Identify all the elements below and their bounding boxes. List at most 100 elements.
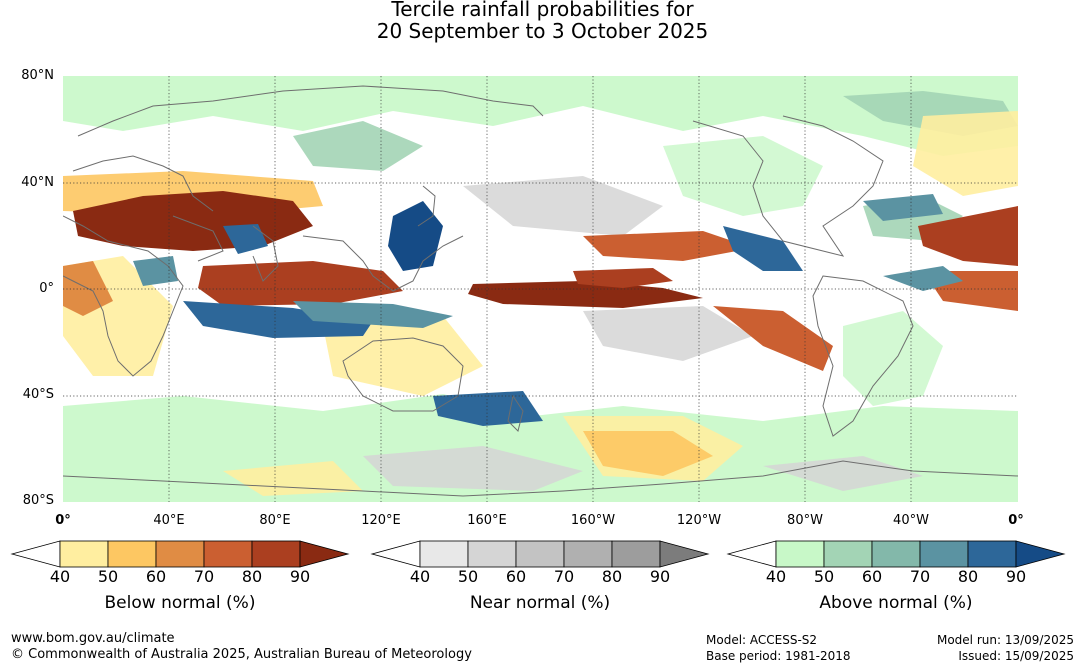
colorbar-segment	[107, 540, 157, 568]
coastline-arabia	[172, 215, 224, 262]
colorbar-tick-label: 70	[553, 567, 575, 586]
colorbar-extend-high	[659, 540, 710, 568]
lon-label-40w: 40°W	[893, 513, 929, 528]
colorbar-segment	[59, 540, 109, 568]
coastline-new-zealand	[507, 394, 524, 432]
colorbar-tick-label: 40	[409, 567, 431, 586]
colorbar-segment	[467, 540, 517, 568]
above-normal-strong-region	[183, 301, 373, 338]
coastline-antarctica	[63, 460, 1018, 497]
coastline-north-america	[692, 115, 884, 257]
below-normal-strong-region	[583, 231, 753, 261]
colorbar-tick-label: 60	[505, 567, 527, 586]
colorbar-below-normal	[10, 540, 350, 568]
footer-model: Model: ACCESS-S2	[706, 633, 818, 647]
near-normal-region	[763, 456, 923, 491]
colorbar-graphic	[726, 540, 1066, 568]
colorbar-tick-label: 80	[601, 567, 623, 586]
colorbar-tick-label: 90	[649, 567, 671, 586]
colorbar-near-normal	[370, 540, 710, 568]
colorbar-title-below-normal: Below normal (%)	[104, 593, 256, 613]
lon-label-120w: 120°W	[676, 513, 722, 528]
lat-label-40s: 40°S	[22, 387, 54, 402]
colorbar-tick-label: 90	[1005, 567, 1027, 586]
above-normal-strong-region	[223, 224, 268, 254]
coastline-eurasia	[77, 85, 544, 137]
above-normal-strong-region	[883, 266, 963, 291]
colorbar-segment	[203, 540, 253, 568]
colorbar-segment	[155, 540, 205, 568]
colorbar-segment	[419, 540, 469, 568]
below-normal-strong-region	[573, 268, 673, 288]
colorbar-segment	[967, 540, 1017, 568]
near-normal-region	[583, 306, 753, 361]
footer-website[interactable]: www.bom.gov.au/climate	[11, 631, 175, 646]
colorbar-tick-label: 40	[765, 567, 787, 586]
colorbar-segment	[251, 540, 301, 568]
colorbar-segment	[871, 540, 921, 568]
colorbar-tick-label: 70	[909, 567, 931, 586]
below-normal-region	[223, 461, 363, 496]
above-normal-region	[843, 311, 943, 406]
above-normal-strong-region	[133, 256, 178, 286]
below-normal-strong-region	[198, 261, 403, 306]
coastline-japan	[417, 185, 436, 227]
colorbar-title-above-normal: Above normal (%)	[819, 593, 973, 613]
near-normal-region	[463, 176, 663, 236]
below-normal-region	[913, 111, 1018, 196]
near-normal-region	[363, 446, 583, 491]
coastlines	[63, 85, 1018, 497]
lon-label-0: 0°	[55, 513, 71, 528]
probability-fields	[63, 76, 1018, 502]
colorbar-graphic	[10, 540, 350, 568]
colorbar-extend-high	[1015, 540, 1066, 568]
colorbar-segment	[515, 540, 565, 568]
above-normal-region	[663, 136, 823, 216]
colorbar-segment	[775, 540, 825, 568]
above-normal-region	[63, 76, 1018, 156]
colorbar-tick-label: 60	[145, 567, 167, 586]
colorbar-tick-label: 60	[861, 567, 883, 586]
footer-issued: Issued: 15/09/2025	[958, 649, 1074, 663]
graticule	[63, 76, 1018, 502]
colorbar-tick-label: 70	[193, 567, 215, 586]
coastline-africa	[63, 215, 184, 377]
lon-label-120e: 120°E	[361, 513, 401, 528]
colorbar-segment	[823, 540, 873, 568]
footer-model-run: Model run: 13/09/2025	[936, 633, 1074, 647]
lon-label-40e: 40°E	[153, 513, 185, 528]
colorbar-extend-low	[10, 540, 61, 568]
colorbar-tick-label: 50	[97, 567, 119, 586]
footer-base-period: Base period: 1981-2018	[706, 649, 851, 663]
map-title-line-1: Tercile rainfall probabilities for	[391, 0, 694, 21]
colorbar-segment	[611, 540, 661, 568]
coastline-europe	[72, 155, 214, 212]
above-normal-strong-region	[863, 194, 943, 221]
colorbar-extend-low	[370, 540, 421, 568]
below-normal-region	[583, 431, 713, 476]
above-normal-strong-region	[723, 226, 803, 271]
rainfall-probability-map	[63, 76, 1018, 502]
colorbar-tick-label: 80	[957, 567, 979, 586]
colorbar-segment	[563, 540, 613, 568]
colorbar-tick-label: 40	[49, 567, 71, 586]
colorbar-title-near-normal: Near normal (%)	[469, 593, 611, 613]
colorbar-tick-label: 80	[241, 567, 263, 586]
colorbar-extend-high	[299, 540, 350, 568]
lat-label-80n: 80°N	[21, 68, 54, 83]
below-normal-strong-region	[918, 206, 1018, 266]
colorbar-extend-low	[726, 540, 777, 568]
lon-label-0-end: 0°	[1008, 513, 1024, 528]
above-normal-region	[293, 121, 423, 171]
map-canvas	[63, 76, 1018, 502]
coastline-india	[252, 225, 279, 282]
below-normal-strong-region	[713, 306, 833, 371]
lon-label-80e: 80°E	[259, 513, 291, 528]
lat-label-0: 0°	[39, 281, 54, 296]
colorbar-tick-label: 50	[457, 567, 479, 586]
map-title-line-2: 20 September to 3 October 2025	[376, 19, 709, 43]
coastline-south-america	[812, 275, 914, 437]
lat-label-40n: 40°N	[21, 175, 54, 190]
lon-label-80w: 80°W	[787, 513, 823, 528]
colorbar-segment	[919, 540, 969, 568]
